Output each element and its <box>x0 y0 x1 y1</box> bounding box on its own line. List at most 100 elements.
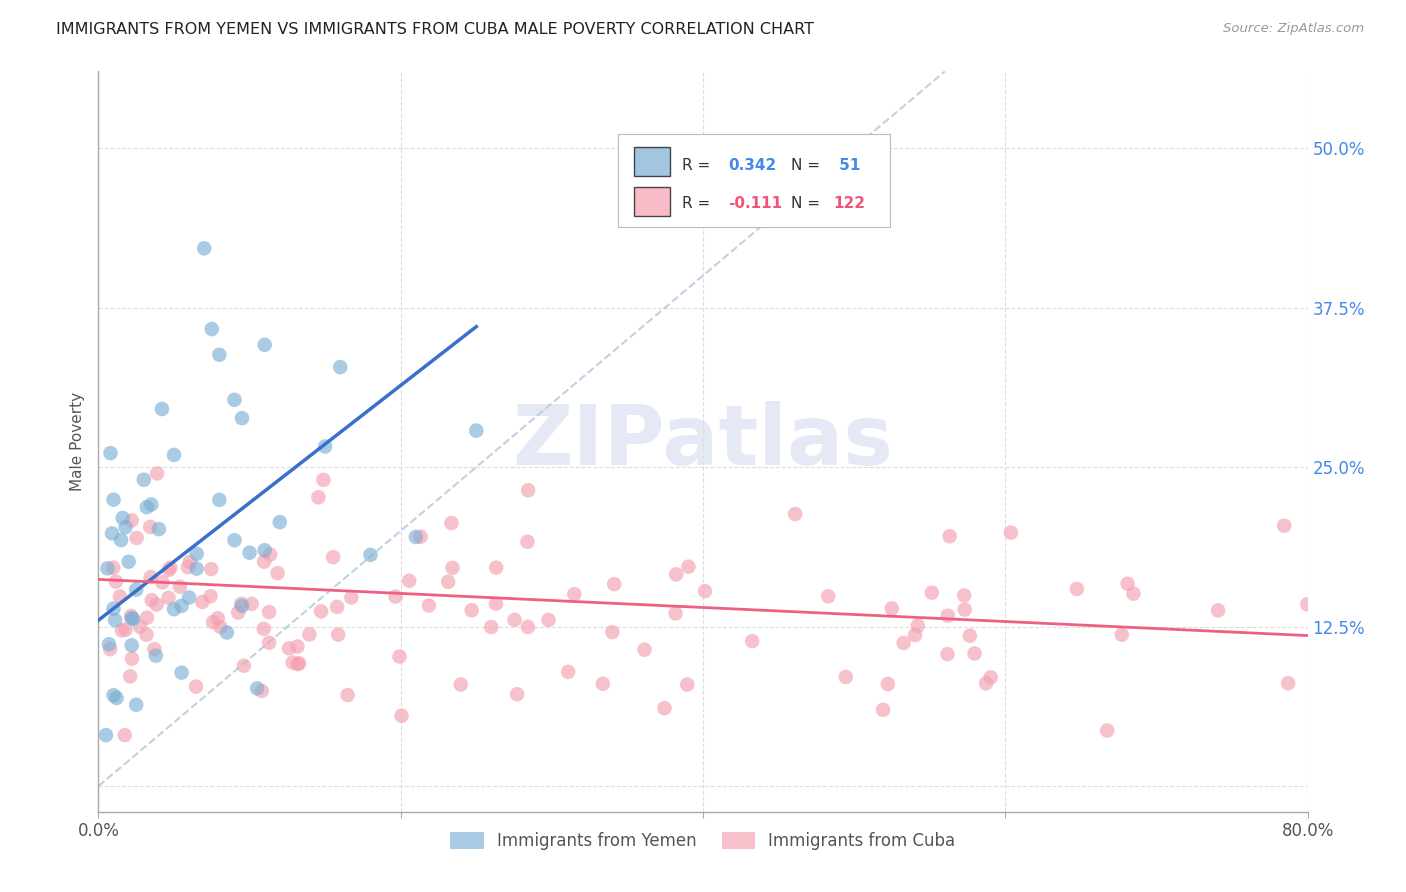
Point <box>904 628 927 642</box>
Text: R =: R = <box>682 158 716 173</box>
Point <box>314 440 336 454</box>
Point <box>257 636 280 650</box>
Legend: Immigrants from Yemen, Immigrants from Cuba: Immigrants from Yemen, Immigrants from C… <box>444 825 962 856</box>
Point <box>200 562 222 576</box>
Text: 0.342: 0.342 <box>728 158 776 173</box>
Point <box>157 563 180 577</box>
Point <box>103 492 125 507</box>
Y-axis label: Male Poverty: Male Poverty <box>70 392 86 491</box>
Point <box>880 601 903 615</box>
Point <box>326 599 349 614</box>
Point <box>121 611 143 625</box>
Point <box>96 561 118 575</box>
Point <box>785 507 807 521</box>
FancyBboxPatch shape <box>634 146 671 177</box>
Point <box>193 241 215 255</box>
Point <box>101 526 124 541</box>
Point <box>250 684 273 698</box>
Point <box>974 676 997 690</box>
Point <box>418 599 440 613</box>
Text: N =: N = <box>792 196 825 211</box>
Point <box>200 589 222 603</box>
Point <box>465 424 488 438</box>
Point <box>336 688 359 702</box>
Point <box>207 611 229 625</box>
Point <box>405 530 427 544</box>
Point <box>121 638 143 652</box>
Point <box>145 648 167 663</box>
Point <box>94 728 117 742</box>
Point <box>835 670 858 684</box>
Point <box>232 658 254 673</box>
Point <box>170 665 193 680</box>
Point <box>288 657 311 671</box>
Point <box>202 615 225 629</box>
Point <box>201 322 224 336</box>
Point <box>103 560 125 574</box>
Point <box>125 531 148 545</box>
Point <box>179 591 201 605</box>
Text: -0.111: -0.111 <box>728 196 783 211</box>
Point <box>129 620 152 634</box>
Point <box>121 513 143 527</box>
FancyBboxPatch shape <box>634 186 671 217</box>
Point <box>398 574 420 588</box>
Point <box>209 620 232 634</box>
Point <box>603 577 626 591</box>
Point <box>1111 628 1133 642</box>
Point <box>503 613 526 627</box>
Point <box>664 607 686 621</box>
Point <box>240 597 263 611</box>
Point <box>257 605 280 619</box>
Point <box>633 642 655 657</box>
Point <box>122 612 145 626</box>
Point <box>184 680 207 694</box>
Point <box>146 467 169 481</box>
Point <box>409 530 432 544</box>
Point <box>139 520 162 534</box>
Point <box>384 590 406 604</box>
Point <box>226 606 249 620</box>
Point <box>111 511 134 525</box>
Point <box>148 522 170 536</box>
Point <box>121 651 143 665</box>
Point <box>329 360 352 375</box>
Point <box>118 555 141 569</box>
Text: N =: N = <box>792 158 825 173</box>
Point <box>163 448 186 462</box>
Point <box>132 473 155 487</box>
Point <box>340 591 363 605</box>
Point <box>186 547 208 561</box>
Point <box>741 634 763 648</box>
Point <box>391 708 413 723</box>
Point <box>938 529 960 543</box>
Point <box>872 703 894 717</box>
Point <box>460 603 482 617</box>
Point <box>516 534 538 549</box>
Point <box>239 546 262 560</box>
Point <box>208 348 231 362</box>
Point <box>191 595 214 609</box>
Point <box>287 640 309 654</box>
Point <box>893 636 915 650</box>
Point <box>485 560 508 574</box>
Point <box>253 543 276 558</box>
Point <box>537 613 560 627</box>
Point <box>231 599 253 613</box>
Point <box>907 618 929 632</box>
Point <box>278 641 301 656</box>
Point <box>953 602 976 616</box>
Text: Source: ZipAtlas.com: Source: ZipAtlas.com <box>1223 22 1364 36</box>
Point <box>136 610 159 624</box>
Text: R =: R = <box>682 196 716 211</box>
Point <box>963 647 986 661</box>
Point <box>1277 676 1299 690</box>
Point <box>177 560 200 574</box>
FancyBboxPatch shape <box>619 135 890 227</box>
Point <box>98 642 121 657</box>
Point <box>157 591 180 605</box>
Point <box>953 588 976 602</box>
Point <box>876 677 898 691</box>
Point <box>224 392 246 407</box>
Point <box>135 500 157 515</box>
